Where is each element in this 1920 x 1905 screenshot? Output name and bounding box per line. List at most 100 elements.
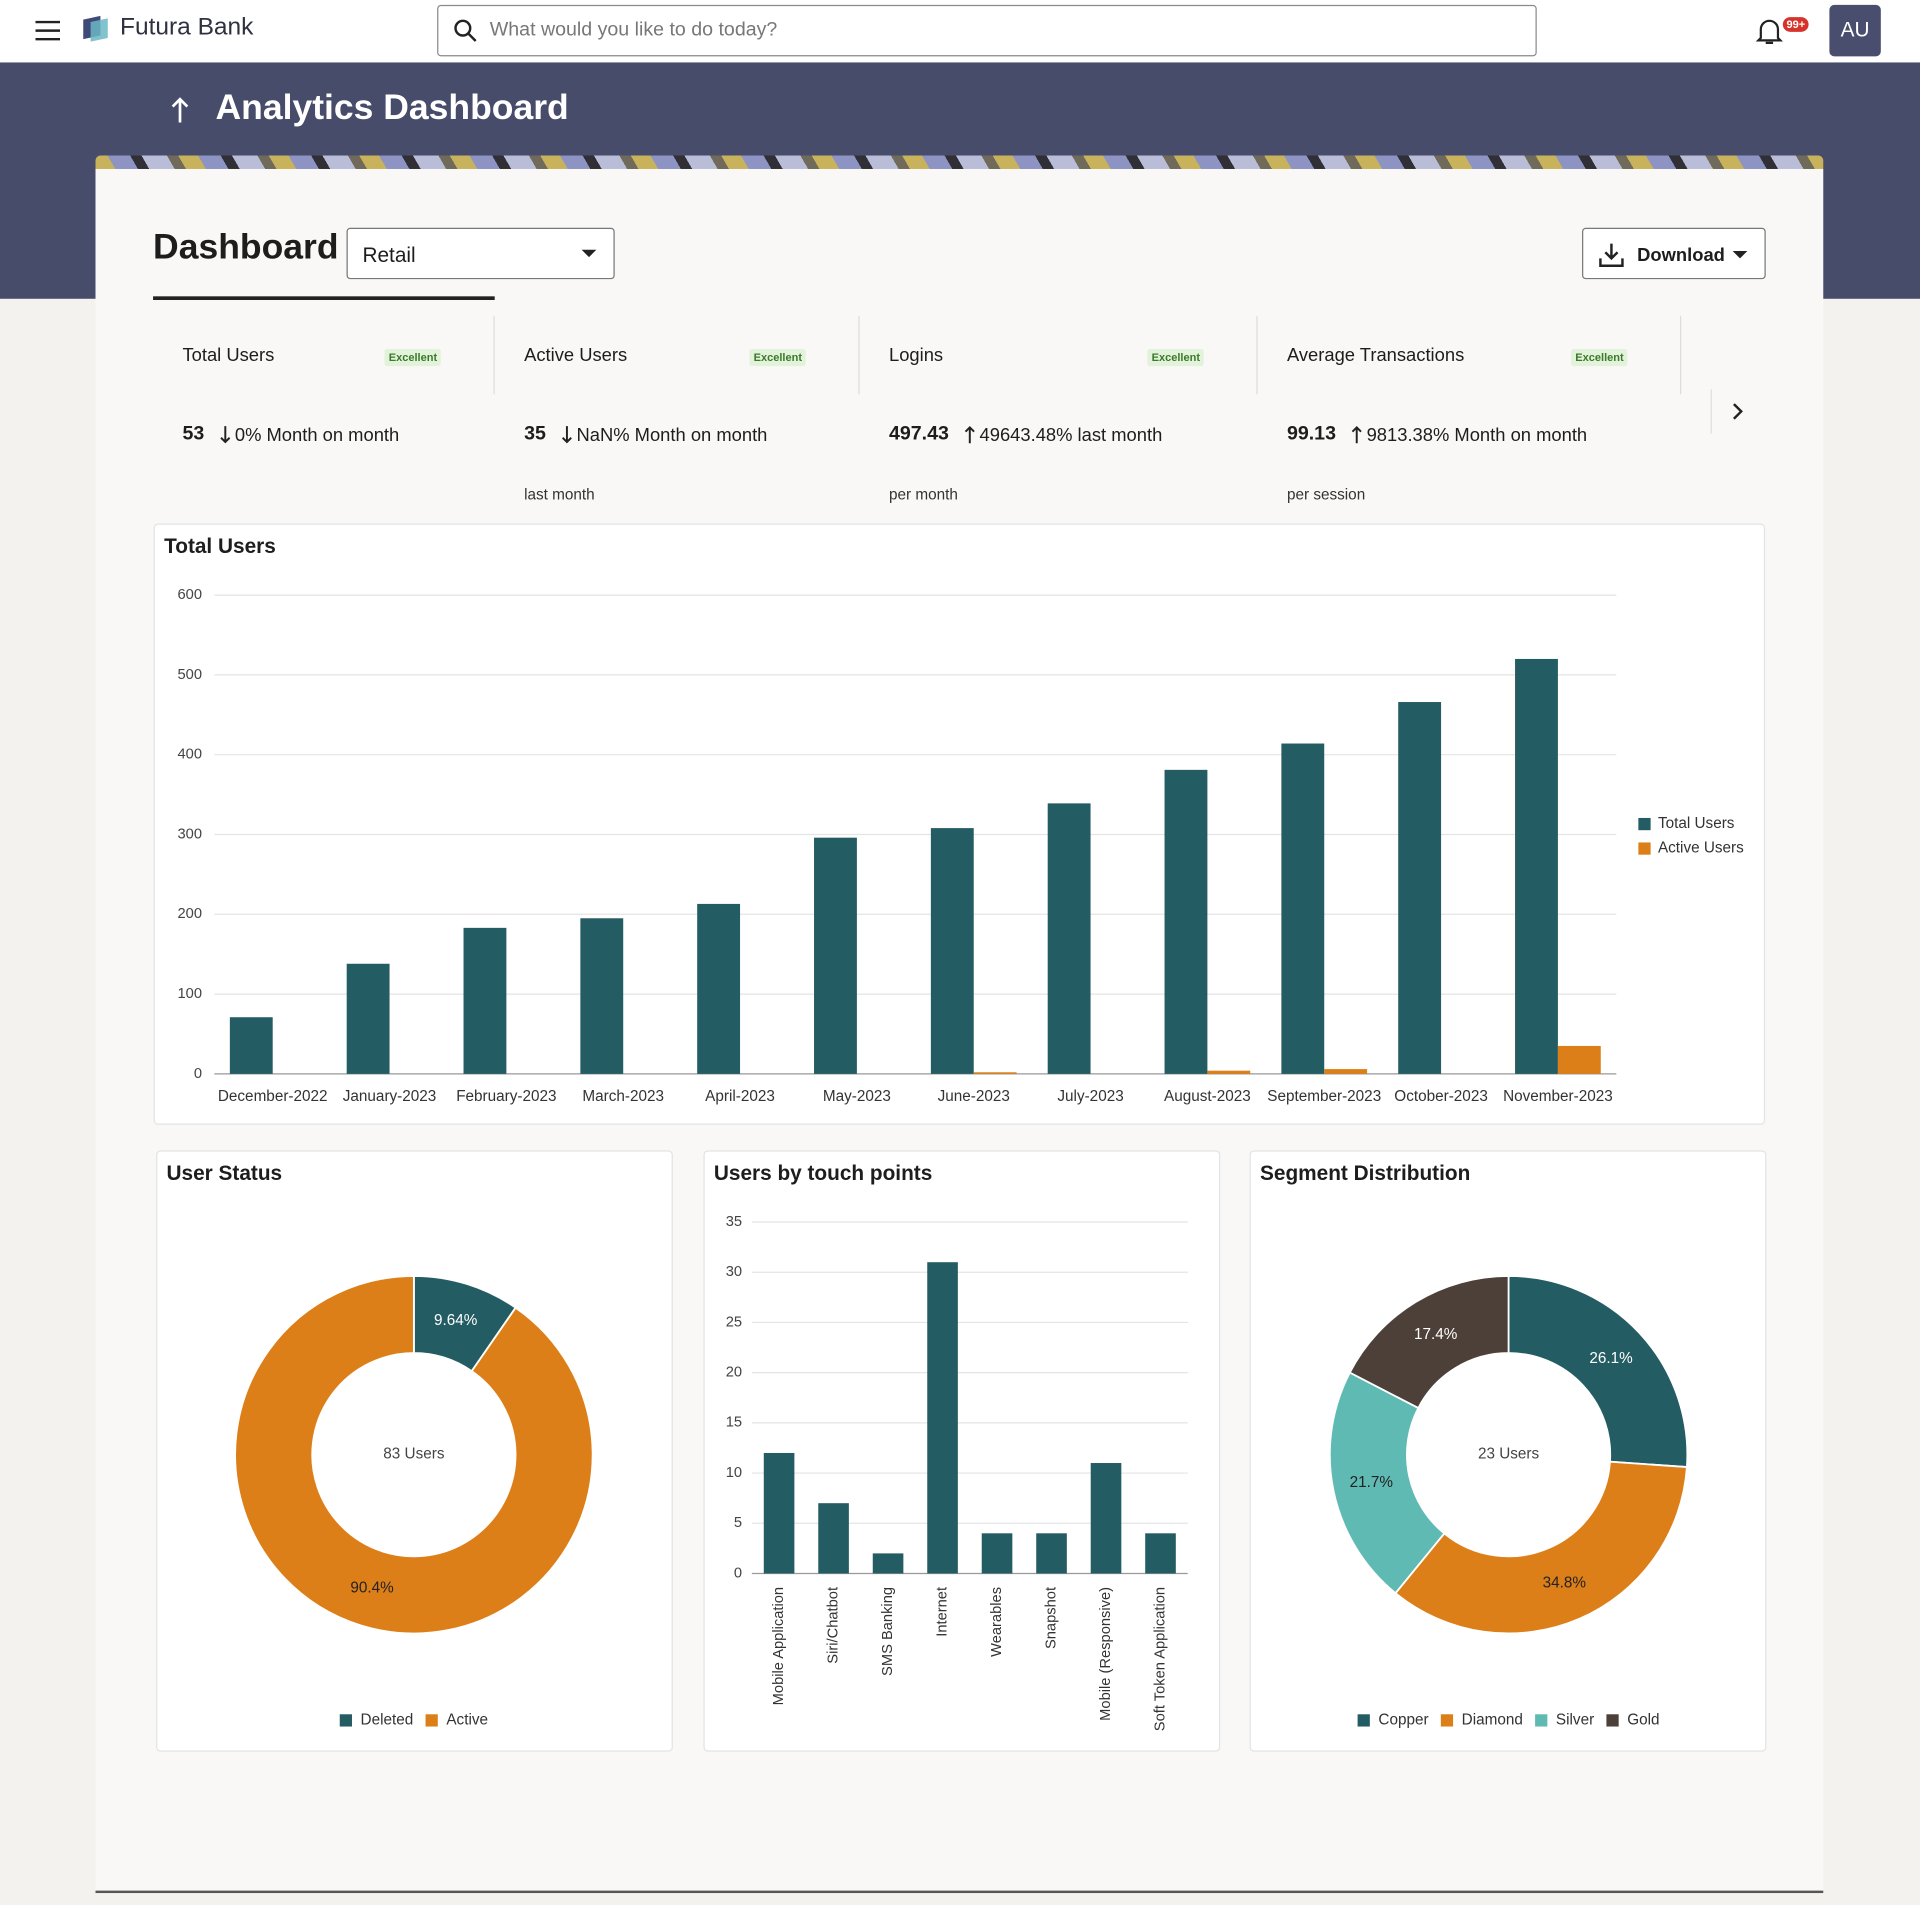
search-placeholder: What would you like to do today? — [489, 19, 778, 41]
kpi-value: 53 — [182, 423, 205, 445]
chart-title: User Status — [167, 1162, 283, 1185]
bar — [1090, 1463, 1122, 1574]
bar — [1047, 803, 1091, 1074]
legend-label: Gold — [1627, 1711, 1659, 1728]
next-button[interactable] — [1710, 389, 1766, 434]
bar — [1207, 1070, 1251, 1074]
x-tick-label: Siri/Chatbot — [825, 1587, 841, 1664]
pie-slice — [234, 1274, 594, 1635]
brand: Futura Bank — [120, 13, 254, 41]
kpi-change: 0% Month on month — [234, 424, 400, 446]
slice-label: 9.64% — [434, 1312, 478, 1329]
kpi-change: 49643.48% last month — [979, 424, 1163, 446]
bar — [580, 918, 624, 1074]
kpi-title: Total Users — [182, 345, 275, 367]
logo — [83, 15, 108, 42]
bar — [930, 828, 974, 1074]
y-tick-label: 0 — [194, 1066, 202, 1082]
bar — [1515, 658, 1558, 1074]
bar — [1281, 743, 1325, 1074]
bar — [1036, 1533, 1067, 1574]
caret — [1732, 251, 1748, 259]
legend-swatch — [1440, 1714, 1454, 1727]
kpi-badge: Excellent — [1571, 348, 1628, 367]
kpi-value: 497.43 — [888, 423, 949, 445]
bar — [981, 1533, 1013, 1574]
decorative-strip — [95, 155, 1824, 169]
bar — [814, 837, 857, 1074]
pie-slice — [1348, 1274, 1510, 1410]
x-tick-label: Snapshot — [1043, 1587, 1059, 1649]
x-tick-label: July-2023 — [1057, 1088, 1123, 1105]
legend-swatch — [1638, 817, 1651, 831]
legend-label: Active — [446, 1711, 488, 1728]
notification-badge: 99+ — [1782, 17, 1809, 32]
kpi-value: 99.13 — [1286, 423, 1336, 445]
kpi-card: Total Users Excellent 53 0% Month on month — [153, 315, 495, 512]
bar — [1398, 702, 1442, 1074]
bar — [1557, 1045, 1601, 1074]
x-tick-label: November-2023 — [1503, 1088, 1613, 1105]
slice-label: 21.7% — [1350, 1474, 1394, 1491]
legend-swatch — [339, 1714, 352, 1727]
legend-swatch — [425, 1714, 438, 1727]
kpi-row: 99.13 9813.38% Month on month — [1287, 424, 1587, 446]
legend-label: Diamond — [1462, 1711, 1523, 1728]
y-tick-label: 15 — [726, 1415, 742, 1431]
x-tick-label: Mobile (Responsive) — [1098, 1587, 1114, 1721]
kpi-title: Active Users — [524, 345, 628, 367]
download-button[interactable]: Download — [1582, 227, 1766, 280]
x-tick-label: December-2022 — [218, 1088, 328, 1105]
y-tick-label: 400 — [178, 747, 203, 763]
bar — [872, 1553, 904, 1574]
chart-card — [1249, 1150, 1767, 1752]
x-tick-label: August-2023 — [1164, 1088, 1251, 1105]
center-label: 23 Users — [1478, 1446, 1540, 1463]
legend-swatch — [1606, 1714, 1619, 1727]
kpi-title: Average Transactions — [1286, 345, 1465, 367]
bar — [697, 903, 741, 1074]
kpi-badge: Excellent — [749, 348, 806, 367]
trend-arrow — [561, 426, 572, 444]
y-tick-label: 5 — [734, 1515, 742, 1531]
x-tick-label: Internet — [934, 1587, 950, 1637]
kpi-row: 35 NaN% Month on month — [524, 424, 767, 446]
dashboard-heading: Dashboard — [153, 227, 339, 267]
x-tick-label: January-2023 — [343, 1088, 437, 1105]
y-tick-label: 35 — [726, 1214, 742, 1230]
legend-label: Total Users — [1658, 815, 1735, 832]
trend-arrow — [220, 426, 231, 444]
page-title: Analytics Dashboard — [215, 88, 569, 128]
legend-label: Deleted — [361, 1711, 414, 1728]
y-tick-label: 0 — [734, 1565, 742, 1581]
chart-card — [703, 1150, 1221, 1752]
arrow-path — [561, 426, 572, 444]
menu-icon[interactable] — [34, 20, 61, 42]
y-tick-label: 500 — [178, 667, 203, 683]
pie-slice — [1328, 1371, 1446, 1595]
bell-icon[interactable] — [1755, 17, 1783, 46]
y-tick-label: 600 — [178, 587, 203, 603]
back-icon[interactable] — [169, 96, 191, 125]
legend-label: Active Users — [1658, 840, 1744, 857]
download-label: Download — [1637, 244, 1725, 266]
avatar[interactable]: AU — [1829, 4, 1881, 57]
kpi-divider — [1256, 315, 1258, 395]
tab-underline — [153, 296, 495, 300]
search-box[interactable]: What would you like to do today? — [437, 4, 1537, 57]
bar — [463, 927, 507, 1074]
x-tick-label: September-2023 — [1267, 1088, 1381, 1105]
slice-label: 17.4% — [1414, 1326, 1458, 1343]
segment-select[interactable]: Retail — [346, 227, 615, 280]
arrow-path — [964, 425, 975, 444]
kpi-card: Average Transactions Excellent 99.13 9813.3… — [1258, 315, 1682, 512]
kpi-badge: Excellent — [1147, 348, 1204, 367]
pie-slice — [1394, 1460, 1688, 1635]
top-bar: Futura Bank What would you like to do to… — [0, 0, 1920, 64]
chart-title: Users by touch points — [714, 1162, 932, 1185]
x-tick-label: Soft Token Application — [1152, 1587, 1168, 1731]
arrow-path — [220, 426, 231, 444]
kpi-note: last month — [524, 486, 595, 504]
pie-slice — [1507, 1274, 1689, 1469]
